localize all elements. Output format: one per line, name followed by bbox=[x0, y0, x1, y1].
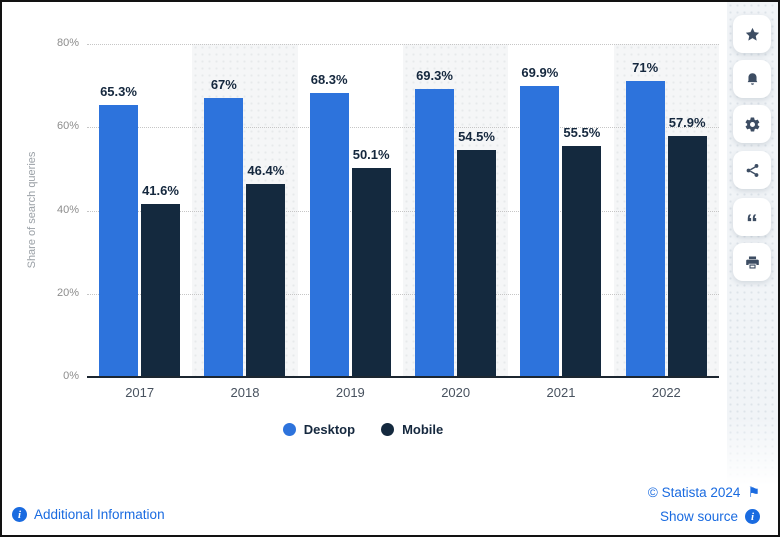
bar-desktop-2022[interactable] bbox=[625, 81, 665, 377]
gear-icon bbox=[745, 117, 759, 131]
bell-icon bbox=[747, 72, 757, 85]
y-tick-80%: 80% bbox=[56, 37, 79, 49]
bar-desktop-2019[interactable] bbox=[309, 92, 349, 377]
value-label-mobile-2019: 50.1% bbox=[352, 147, 390, 163]
show-source-label: Show source bbox=[659, 509, 738, 524]
cite-button[interactable] bbox=[733, 198, 771, 236]
additional-information-label: Additional Information bbox=[34, 507, 165, 522]
x-label-2018: 2018 bbox=[230, 385, 260, 400]
y-tick-0%: 0% bbox=[63, 370, 79, 382]
value-label-mobile-2021: 55.5% bbox=[563, 124, 601, 140]
gridline-40% bbox=[87, 210, 719, 212]
bar-mobile-2020[interactable] bbox=[457, 150, 496, 377]
legend-label-desktop: Desktop bbox=[303, 422, 356, 437]
info-icon bbox=[12, 507, 27, 522]
y-tick-60%: 60% bbox=[56, 120, 79, 133]
share-icon bbox=[746, 163, 758, 177]
desktop-series-dot-icon bbox=[282, 423, 296, 436]
print-icon bbox=[745, 255, 759, 269]
bar-mobile-2022[interactable] bbox=[667, 135, 707, 377]
bar-mobile-2018[interactable] bbox=[246, 183, 286, 377]
bar-desktop-2021[interactable] bbox=[520, 86, 560, 377]
x-label-2022: 2022 bbox=[651, 385, 681, 400]
legend-item-mobile[interactable]: Mobile bbox=[381, 422, 443, 437]
copyright-label: © Statista 2024 bbox=[647, 485, 741, 500]
value-label-desktop-2019: 68.3% bbox=[310, 71, 348, 87]
value-label-mobile-2017: 41.6% bbox=[142, 182, 179, 198]
value-label-desktop-2017: 65.3% bbox=[100, 84, 137, 100]
value-label-mobile-2020: 54.5% bbox=[458, 129, 495, 145]
value-label-desktop-2022: 71% bbox=[632, 60, 659, 76]
x-axis-line bbox=[87, 375, 719, 378]
value-label-mobile-2018: 46.4% bbox=[247, 162, 285, 178]
bar-desktop-2020[interactable] bbox=[415, 88, 454, 377]
x-label-2020: 2020 bbox=[441, 385, 471, 400]
x-label-2019: 2019 bbox=[335, 385, 365, 400]
settings-button[interactable] bbox=[733, 105, 771, 143]
favorite-button[interactable] bbox=[733, 15, 771, 53]
flag-icon bbox=[747, 486, 760, 500]
bar-desktop-2017[interactable] bbox=[99, 105, 138, 377]
y-tick-40%: 40% bbox=[56, 203, 79, 216]
gridline-60% bbox=[87, 127, 719, 129]
x-label-2021: 2021 bbox=[546, 385, 576, 400]
x-label-2017: 2017 bbox=[125, 385, 155, 400]
value-label-desktop-2020: 69.3% bbox=[416, 67, 453, 83]
bar-mobile-2017[interactable] bbox=[141, 203, 180, 377]
legend-label-mobile: Mobile bbox=[402, 422, 444, 437]
gridline-20% bbox=[87, 293, 719, 295]
action-sidebar bbox=[727, 2, 778, 486]
value-label-desktop-2021: 69.9% bbox=[521, 65, 559, 81]
additional-information-link[interactable]: Additional Information bbox=[12, 507, 165, 522]
notifications-button[interactable] bbox=[733, 60, 771, 98]
show-source-link[interactable]: Show source bbox=[660, 509, 760, 524]
bar-mobile-2019[interactable] bbox=[351, 168, 391, 377]
copyright-link[interactable]: © Statista 2024 bbox=[648, 485, 760, 500]
value-label-mobile-2022: 57.9% bbox=[668, 114, 706, 130]
mobile-series-dot-icon bbox=[381, 423, 395, 436]
print-button[interactable] bbox=[733, 243, 771, 281]
value-label-desktop-2018: 67% bbox=[210, 77, 237, 93]
share-button[interactable] bbox=[733, 151, 771, 189]
bar-desktop-2018[interactable] bbox=[204, 98, 244, 377]
chart-legend: Desktop Mobile bbox=[2, 422, 724, 437]
info-icon bbox=[745, 509, 760, 524]
star-icon bbox=[745, 27, 759, 41]
legend-item-desktop[interactable]: Desktop bbox=[282, 422, 356, 437]
y-tick-20%: 20% bbox=[56, 286, 79, 299]
gridline-80% bbox=[87, 44, 719, 45]
bar-mobile-2021[interactable] bbox=[562, 145, 602, 377]
